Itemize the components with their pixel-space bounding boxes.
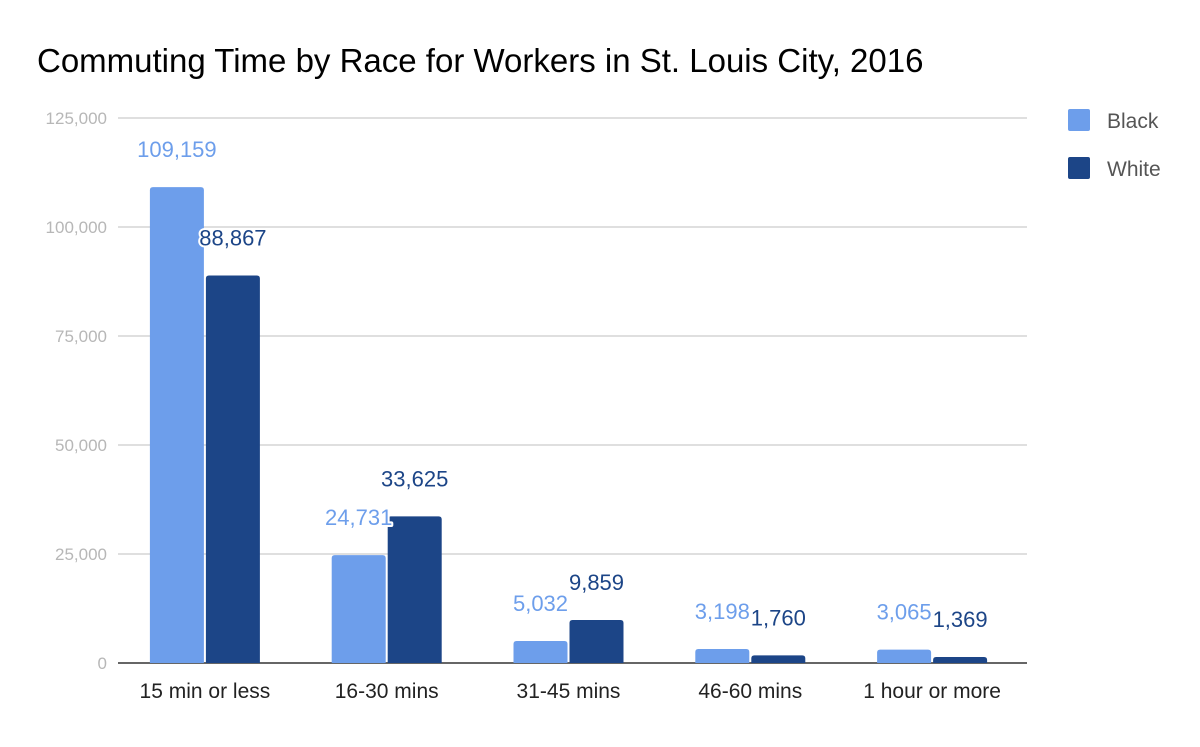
bar-white — [387, 516, 442, 663]
y-tick-label: 0 — [98, 654, 107, 673]
x-tick-label: 15 min or less — [140, 680, 271, 703]
bar-white — [751, 655, 806, 663]
bar-black — [331, 555, 386, 663]
data-label-black: 109,159 — [137, 137, 217, 162]
x-tick-label: 31-45 mins — [517, 680, 621, 703]
x-tick-label: 46-60 mins — [698, 680, 802, 703]
data-label-white: 1,369 — [933, 607, 988, 632]
data-label-white: 33,625 — [381, 466, 448, 491]
x-tick-label: 16-30 mins — [335, 680, 439, 703]
legend-swatch-white — [1068, 157, 1090, 179]
y-tick-label: 100,000 — [46, 218, 107, 237]
data-label-black: 24,731 — [325, 505, 392, 530]
data-label-white: 9,859 — [569, 570, 624, 595]
bar-black — [695, 649, 750, 663]
data-label-black: 3,198 — [695, 599, 750, 624]
bar-white — [933, 657, 988, 663]
chart-title: Commuting Time by Race for Workers in St… — [37, 42, 923, 79]
legend-label: White — [1107, 158, 1161, 181]
data-label-white: 88,867 — [199, 226, 266, 251]
y-tick-label: 50,000 — [55, 436, 107, 455]
bar-black — [877, 649, 932, 663]
legend-swatch-black — [1068, 109, 1090, 131]
y-tick-label: 75,000 — [55, 327, 107, 346]
bar-black — [513, 641, 568, 663]
y-tick-label: 25,000 — [55, 545, 107, 564]
x-tick-label: 1 hour or more — [863, 680, 1001, 703]
data-label-black: 5,032 — [513, 591, 568, 616]
bar-white — [569, 620, 624, 663]
data-label-black: 3,065 — [877, 600, 932, 625]
y-tick-label: 125,000 — [46, 109, 107, 128]
bar-black — [149, 187, 204, 663]
data-label-white: 1,760 — [751, 605, 806, 630]
bar-white — [205, 275, 260, 663]
legend-label: Black — [1107, 110, 1159, 133]
